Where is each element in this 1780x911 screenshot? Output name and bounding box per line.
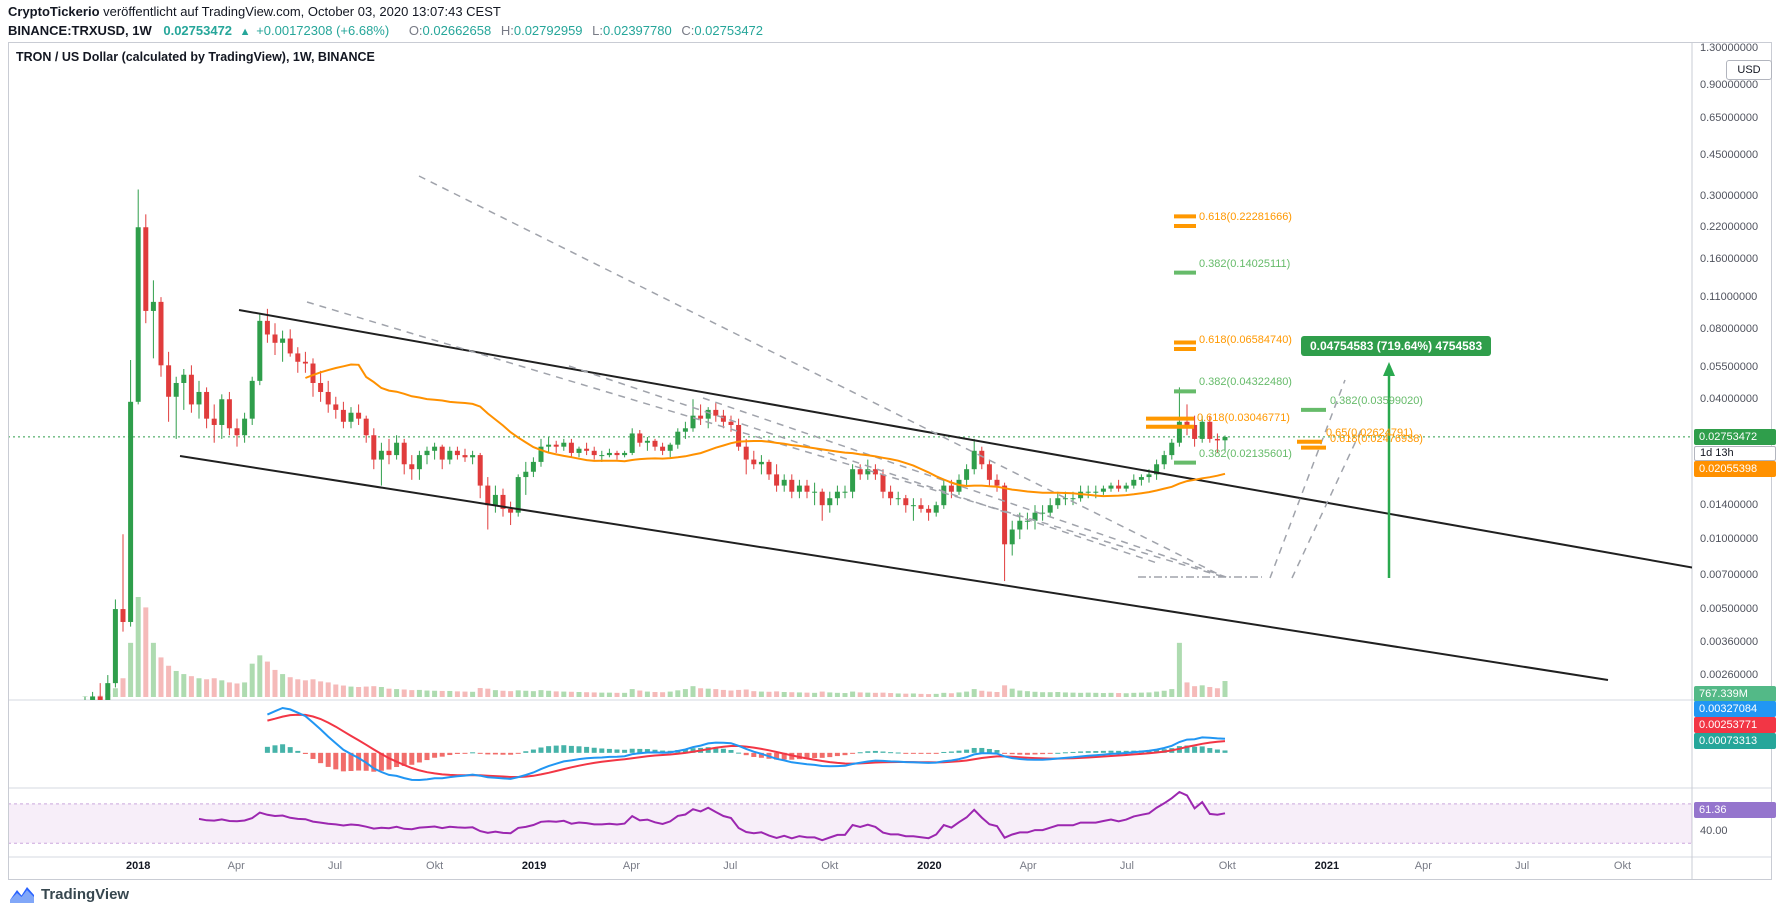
price-axis-label: 0.11000000 (1700, 291, 1758, 304)
last-price: 0.02753472 (163, 23, 233, 38)
time-axis-label: Jul (1119, 860, 1134, 872)
price-axis-label: 0.00700000 (1700, 569, 1759, 582)
close-label: C: (681, 23, 695, 38)
currency-toggle-button[interactable]: USD (1726, 60, 1772, 80)
price-axis-label: 0.04000000 (1700, 393, 1759, 406)
rsi-value-tag: 61.36 (1694, 802, 1776, 818)
fib-level-label[interactable]: 0.618(0.02476938) (1330, 432, 1423, 445)
time-axis-label: Apr (622, 860, 640, 872)
up-arrow-icon: ▲ (239, 26, 251, 38)
open-label: O: (408, 23, 423, 38)
time-axis-label: Jul (723, 860, 738, 872)
macd-signal-value-tag: 0.00253771 (1694, 717, 1776, 733)
price-axis-label: 0.45000000 (1700, 149, 1759, 162)
time-axis-label: Apr (227, 860, 245, 872)
time-axis-label: Apr (1414, 860, 1432, 872)
time-axis-label: Okt (426, 860, 444, 872)
chart-title-legend[interactable]: TRON / US Dollar (calculated by TradingV… (16, 50, 375, 64)
tradingview-link[interactable]: TradingView (10, 886, 129, 903)
quote-bar: BINANCE:TRXUSD, 1W 0.02753472 ▲ +0.00172… (8, 23, 763, 38)
symbol-link[interactable]: BINANCE:TRXUSD, 1W (8, 23, 152, 38)
price-axis-label: 0.90000000 (1700, 79, 1759, 92)
fib-level-label[interactable]: 0.382(0.02135601) (1199, 447, 1292, 460)
open-value: 0.02662658 (422, 23, 492, 38)
price-projection-label[interactable]: 0.04754583 (719.64%) 4754583 (1301, 336, 1492, 356)
volume-value-tag: 767.339M (1694, 686, 1776, 702)
author-link[interactable]: CryptoTickerio (8, 4, 100, 19)
price-axis-label: 0.30000000 (1700, 189, 1759, 202)
time-axis-label: Jul (1515, 860, 1530, 872)
ma-value-tag: 0.02055398 (1694, 461, 1776, 477)
price-change: +0.00172308 (+6.68%) (256, 23, 390, 38)
price-axis-label: 0.00500000 (1700, 603, 1759, 616)
price-axis-label: 1.30000000 (1700, 42, 1759, 54)
time-axis-label: 2020 (917, 860, 942, 872)
price-axis-label: 0.05500000 (1700, 361, 1759, 374)
close-value: 0.02753472 (694, 23, 764, 38)
time-axis-label: Okt (821, 860, 839, 872)
price-axis-label: 0.01000000 (1700, 533, 1759, 546)
price-axis-label: 0.08000000 (1700, 323, 1759, 336)
time-axis-label: Jul (328, 860, 343, 872)
fib-level-label[interactable]: 0.618(0.03046771) (1197, 411, 1290, 424)
tradingview-brand-text: TradingView (41, 886, 130, 903)
time-axis-label: 2018 (125, 860, 151, 872)
last-price-tag: 0.02753472 (1694, 429, 1776, 445)
high-value: 0.02792959 (513, 23, 583, 38)
time-axis-label: Okt (1613, 860, 1632, 872)
price-axis-label: 0.16000000 (1700, 253, 1759, 266)
low-value: 0.02397780 (603, 23, 672, 38)
macd-value-tag: 0.00327084 (1694, 701, 1776, 717)
time-axis[interactable]: 2018 Apr Jul Okt 2019 Apr Jul Okt 2020 Apr Jul Okt 2… (0, 858, 1780, 878)
fib-level-label[interactable]: 0.382(0.04322480) (1199, 376, 1292, 389)
price-axis-label: 0.00360000 (1700, 636, 1759, 649)
high-label: H: (500, 23, 514, 38)
fib-level-label[interactable]: 0.382(0.14025111) (1199, 257, 1291, 270)
time-axis-label: 2019 (521, 860, 547, 872)
time-axis-label: Apr (1019, 860, 1037, 872)
price-axis-label: 0.65000000 (1700, 111, 1759, 124)
byline-text: veröffentlicht auf TradingView.com, Octo… (99, 4, 501, 19)
fib-level-label[interactable]: 0.618(0.06584740) (1199, 333, 1292, 346)
fib-level-label[interactable]: 0.65(0.02624791) (1326, 426, 1413, 439)
tradingview-logo-icon (10, 886, 34, 903)
low-label: L: (592, 23, 604, 38)
fib-level-label[interactable]: 0.618(0.22281666) (1199, 210, 1292, 223)
time-axis-label: 2021 (1314, 860, 1340, 872)
price-axis[interactable]: 1.30000000 0.90000000 0.65000000 0.45000000… (1692, 42, 1780, 857)
price-axis-label: 0.01400000 (1700, 499, 1759, 512)
macd-histogram-value-tag: 0.00073313 (1694, 733, 1776, 749)
price-axis-label: 0.00260000 (1700, 669, 1759, 682)
byline: CryptoTickerio veröffentlicht auf Tradin… (8, 4, 501, 19)
fib-level-label[interactable]: 0.382(0.03599020) (1330, 394, 1423, 407)
time-axis-label: Okt (1218, 860, 1236, 872)
rsi-axis-label: 40.00 (1700, 825, 1728, 837)
price-axis-label: 0.22000000 (1700, 221, 1759, 234)
bar-countdown-tag: 1d 13h (1694, 446, 1776, 461)
